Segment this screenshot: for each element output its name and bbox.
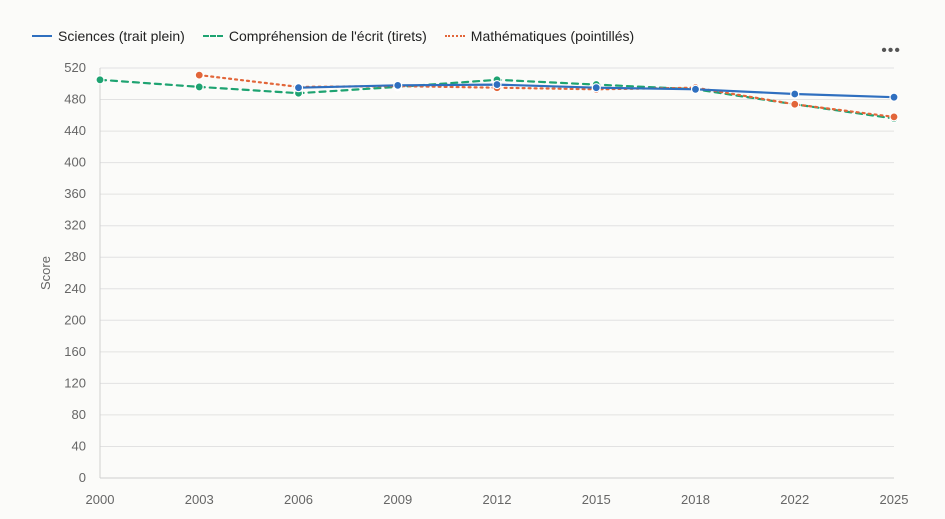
x-tick-label: 2003	[185, 492, 214, 507]
x-tick-label: 2009	[383, 492, 412, 507]
legend-label-maths: Mathématiques (pointillés)	[470, 28, 635, 44]
y-tick-label: 120	[64, 375, 86, 390]
data-point-sciences	[492, 79, 502, 90]
data-point-maths	[790, 99, 800, 109]
y-tick-label: 160	[64, 344, 86, 359]
legend-item-comprehension[interactable]: Compréhension de l'écrit (tirets)	[202, 28, 427, 44]
legend-swatch-sciences	[32, 35, 52, 37]
data-point-maths	[889, 112, 899, 122]
y-tick-label: 40	[72, 438, 86, 453]
data-point-sciences	[293, 83, 304, 93]
x-tick-label: 2022	[780, 492, 809, 507]
y-tick-label: 240	[64, 281, 86, 296]
x-tick-label: 2012	[483, 492, 512, 507]
x-tick-label: 2025	[880, 492, 909, 507]
data-point-sciences	[393, 80, 403, 90]
more-options-icon[interactable]: •••	[881, 42, 901, 59]
legend-item-sciences[interactable]: Sciences (trait plein)	[32, 28, 185, 44]
legend-swatch-maths	[444, 35, 465, 37]
legend: Sciences (trait plein) Compréhension de …	[32, 25, 634, 47]
x-tick-label: 2000	[86, 492, 115, 507]
data-point-comprehension	[95, 75, 105, 85]
data-point-sciences	[690, 84, 701, 94]
x-tick-label: 2015	[582, 492, 611, 507]
y-tick-label: 200	[64, 312, 86, 327]
y-tick-label: 520	[64, 60, 86, 75]
y-tick-label: 400	[64, 155, 86, 170]
y-tick-label: 320	[64, 218, 86, 233]
data-point-maths	[194, 70, 204, 80]
y-tick-label: 0	[79, 470, 86, 485]
y-tick-label: 360	[64, 186, 86, 201]
y-tick-label: 280	[64, 249, 86, 264]
data-point-comprehension	[194, 82, 204, 92]
y-axis-title: Score	[38, 256, 53, 290]
data-point-sciences	[790, 89, 800, 99]
data-point-sciences	[591, 83, 601, 93]
data-point-sciences	[889, 92, 899, 102]
x-tick-label: 2006	[284, 492, 313, 507]
y-tick-label: 80	[72, 407, 86, 422]
series-line-maths	[198, 74, 896, 118]
legend-label-comprehension: Compréhension de l'écrit (tirets)	[228, 28, 427, 44]
legend-label-sciences: Sciences (trait plein)	[58, 28, 185, 44]
y-tick-label: 480	[64, 92, 86, 107]
legend-item-maths[interactable]: Mathématiques (pointillés)	[444, 28, 635, 44]
legend-swatch-comprehension	[202, 35, 223, 37]
x-tick-label: 2018	[681, 492, 710, 507]
y-tick-label: 440	[64, 123, 86, 138]
